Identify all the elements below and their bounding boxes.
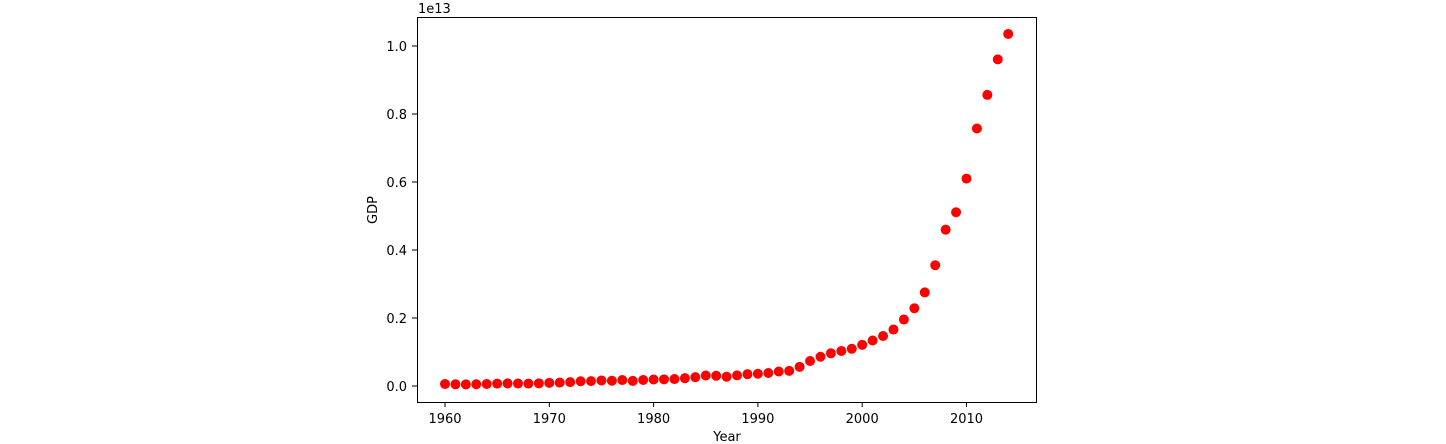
- data-point: [1003, 28, 1014, 39]
- data-point: [440, 378, 450, 389]
- y-tick-label: 0.4: [386, 244, 407, 259]
- x-tick-label: 1970: [533, 412, 566, 427]
- data-point: [992, 54, 1003, 65]
- x-axis-ticks: 1960 1970 1980 1990 2000 2010: [428, 402, 983, 427]
- data-point: [659, 374, 670, 385]
- x-axis-label: Year: [712, 430, 741, 444]
- y-tick-label: 0.8: [386, 108, 407, 123]
- data-point: [909, 303, 920, 314]
- data-point: [450, 379, 461, 390]
- data-point: [606, 375, 617, 386]
- data-point: [930, 260, 941, 271]
- data-point: [732, 370, 743, 381]
- data-point: [888, 324, 899, 335]
- y-tick-label: 0.0: [386, 380, 407, 395]
- data-point: [565, 377, 576, 388]
- data-point: [898, 314, 909, 325]
- data-point: [502, 378, 513, 389]
- axes-frame: [417, 17, 1037, 403]
- data-point: [648, 374, 659, 385]
- data-point: [617, 375, 628, 386]
- data-point: [669, 374, 680, 385]
- data-point: [544, 377, 555, 388]
- data-point: [471, 379, 482, 390]
- data-point: [638, 374, 649, 385]
- data-point: [492, 378, 503, 389]
- data-point: [815, 351, 826, 362]
- data-point: [773, 366, 784, 377]
- data-point: [763, 367, 774, 378]
- data-point: [513, 378, 524, 389]
- data-point: [940, 224, 951, 235]
- y-tick-label: 0.2: [386, 312, 407, 327]
- data-point: [690, 372, 701, 383]
- data-point: [721, 371, 732, 382]
- data-point: [575, 376, 586, 387]
- data-point: [523, 378, 534, 389]
- data-point: [951, 207, 962, 218]
- data-point: [711, 370, 722, 381]
- data-point: [961, 173, 972, 184]
- data-point: [742, 369, 753, 380]
- x-tick-label: 1990: [741, 412, 774, 427]
- data-point: [805, 356, 816, 367]
- data-point: [919, 287, 930, 298]
- data-point: [627, 375, 638, 386]
- y-tick-label: 0.6: [386, 176, 407, 191]
- data-point: [596, 375, 607, 386]
- data-point: [784, 365, 795, 376]
- data-point: [586, 376, 597, 387]
- data-point: [533, 378, 544, 389]
- data-point: [460, 379, 471, 390]
- data-point: [752, 368, 763, 379]
- y-axis-label: GDP: [366, 196, 381, 224]
- data-point: [825, 348, 836, 359]
- data-point: [679, 373, 690, 384]
- data-point: [554, 377, 565, 388]
- y-tick-label: 1.0: [386, 40, 407, 55]
- data-point: [971, 123, 982, 134]
- y-axis-ticks: 0.0 0.2 0.4 0.6 0.8 1.0: [386, 40, 417, 395]
- x-tick-label: 2010: [950, 412, 983, 427]
- x-tick-label: 2000: [846, 412, 879, 427]
- data-points: [440, 28, 1014, 390]
- data-point: [878, 330, 889, 341]
- data-point: [794, 361, 805, 372]
- data-point: [846, 343, 857, 354]
- data-point: [857, 339, 868, 350]
- data-point: [836, 346, 847, 357]
- x-tick-label: 1980: [637, 412, 670, 427]
- x-tick-label: 1960: [428, 412, 461, 427]
- data-point: [481, 378, 492, 389]
- y-offset-text: 1e13: [418, 2, 451, 17]
- data-point: [982, 89, 993, 100]
- data-point: [867, 335, 878, 346]
- data-point: [700, 370, 711, 381]
